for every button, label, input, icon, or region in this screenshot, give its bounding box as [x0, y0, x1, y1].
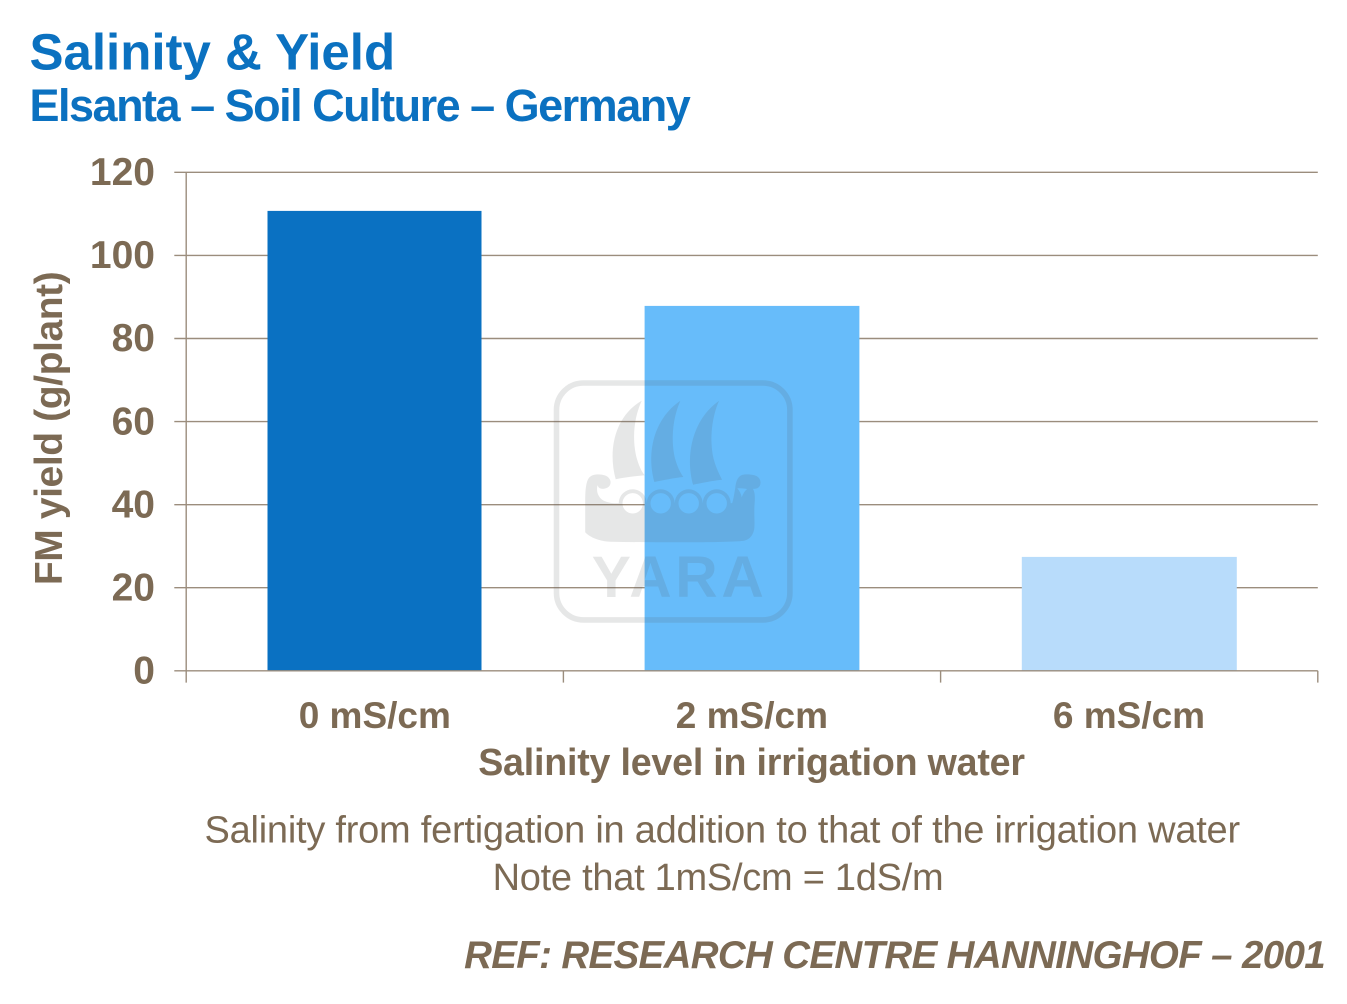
- svg-text:REF: RESEARCH CENTRE HANNINGHO: REF: RESEARCH CENTRE HANNINGHOF – 2001: [464, 934, 1325, 977]
- svg-text:YARA: YARA: [592, 545, 768, 610]
- svg-text:Salinity & Yield: Salinity & Yield: [30, 24, 396, 81]
- svg-text:2 mS/cm: 2 mS/cm: [676, 695, 828, 736]
- svg-text:40: 40: [112, 483, 155, 526]
- svg-text:100: 100: [90, 234, 155, 277]
- svg-text:120: 120: [90, 151, 155, 194]
- svg-text:6 mS/cm: 6 mS/cm: [1053, 695, 1205, 736]
- svg-text:Note that 1mS/cm = 1dS/m: Note that 1mS/cm = 1dS/m: [493, 857, 944, 899]
- svg-text:20: 20: [112, 566, 155, 609]
- svg-text:Salinity level in irrigation w: Salinity level in irrigation water: [478, 741, 1025, 783]
- svg-text:60: 60: [112, 400, 155, 443]
- svg-text:0: 0: [133, 650, 155, 693]
- svg-text:0 mS/cm: 0 mS/cm: [299, 695, 451, 736]
- svg-text:Salinity from fertigation in a: Salinity from fertigation in addition to…: [205, 809, 1241, 851]
- svg-text:FM yield (g/plant): FM yield (g/plant): [28, 272, 71, 585]
- svg-text:Elsanta – Soil Culture – Germa: Elsanta – Soil Culture – Germany: [30, 80, 691, 131]
- svg-text:80: 80: [112, 317, 155, 360]
